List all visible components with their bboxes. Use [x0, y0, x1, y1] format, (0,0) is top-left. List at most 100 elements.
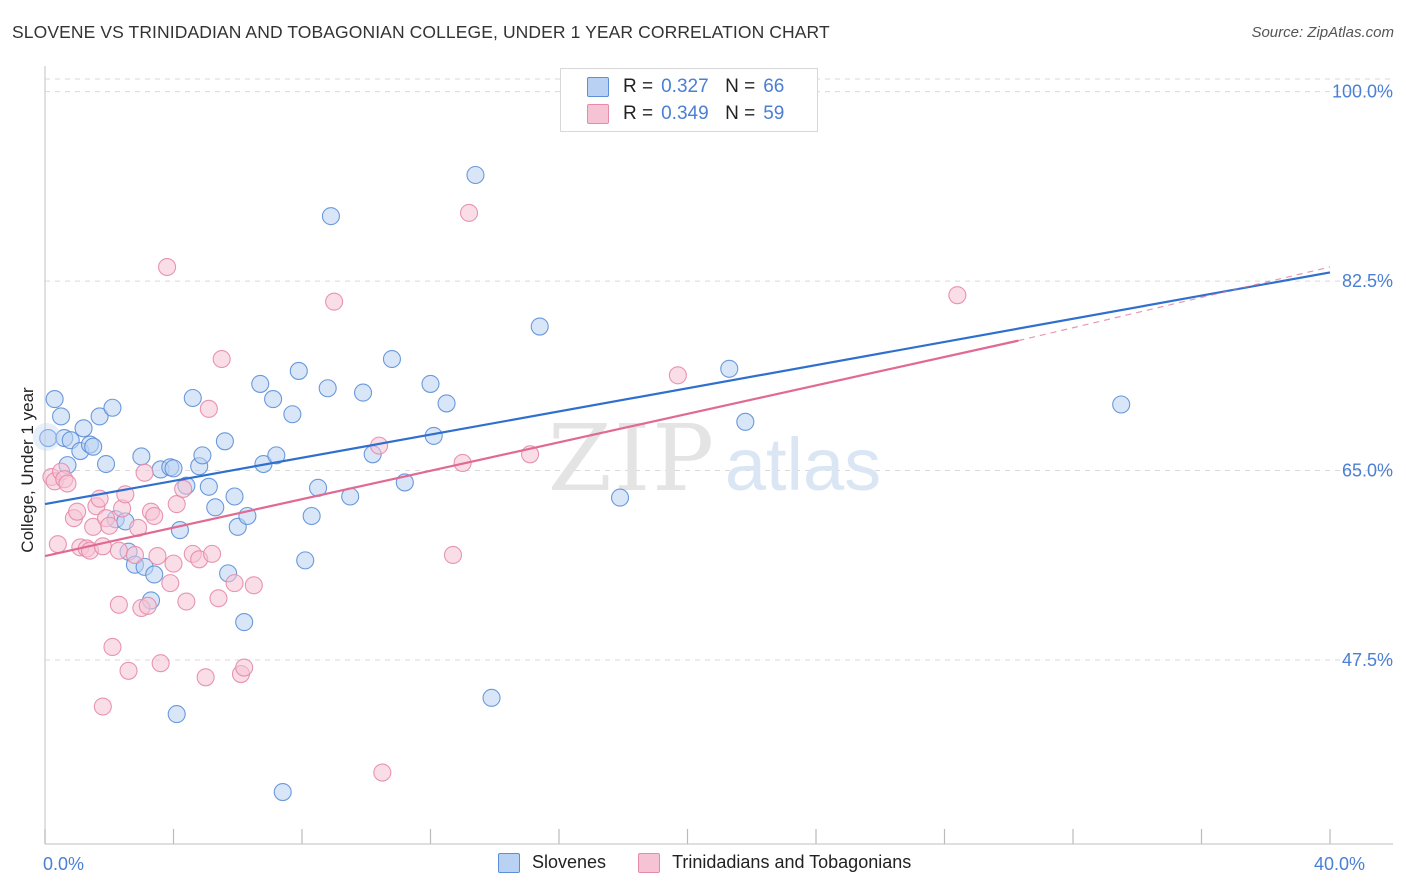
chart-title: SLOVENE VS TRINIDADIAN AND TOBAGONIAN CO…: [12, 22, 830, 42]
slovenes-point: [183, 388, 202, 408]
trinidadian-point: [209, 589, 228, 608]
slovenes-point: [103, 398, 122, 417]
slovenes-point: [225, 487, 244, 506]
trinidadian-point: [199, 399, 218, 418]
trinidadian-trend-extension: [1018, 266, 1331, 342]
trinidadian-point: [244, 576, 263, 595]
trinidadian-point: [151, 654, 170, 673]
trinidadian-point: [235, 658, 254, 677]
trinidadian-point: [138, 596, 157, 615]
trinidadian-point: [161, 574, 180, 593]
bottom-legend-label-slovenes: Slovenes: [532, 852, 607, 872]
trinidadian-point: [174, 479, 193, 498]
legend-swatch-blue: [587, 77, 609, 97]
slovenes-point: [45, 390, 64, 409]
legend-n-value: 66: [763, 76, 785, 97]
slovenes-point: [264, 390, 283, 409]
legend-row-trinidadians: R = 0.349 N = 59: [587, 102, 784, 126]
slovenes-point: [84, 437, 103, 456]
trinidadian-point: [948, 286, 967, 305]
trinidadian-point: [148, 547, 167, 566]
trinidadian-point: [196, 668, 215, 687]
slovenes-point: [74, 419, 93, 438]
legend-r-value: 0.349: [661, 103, 709, 124]
trinidadian-point: [68, 502, 87, 521]
y-axis-label: College, Under 1 year: [18, 387, 37, 553]
trinidadian-point: [203, 544, 222, 563]
slovenes-point: [251, 374, 270, 393]
trinidadian-point: [325, 292, 344, 311]
trend-layer: [44, 266, 1331, 558]
slovenes-cluster: [32, 422, 61, 451]
watermark-atlas: atlas: [725, 423, 881, 506]
trinidadian-point: [119, 661, 138, 680]
slovenes-point: [215, 432, 234, 451]
legend-n-value: 59: [763, 103, 785, 124]
slovenes-point: [164, 459, 183, 478]
trinidadian-point: [145, 506, 164, 526]
y-tick-label: 82.5%: [1342, 271, 1393, 291]
slovenes-point: [206, 498, 225, 517]
legend-n-label: N =: [725, 103, 756, 124]
trinidadian-point: [125, 545, 144, 565]
slovenes-point: [482, 688, 501, 707]
slovenes-point: [132, 447, 151, 466]
trinidadian-trend-line: [44, 339, 1019, 558]
slovenes-point: [145, 565, 164, 584]
slovenes-point: [466, 165, 485, 185]
legend-r-value: 0.327: [661, 76, 709, 97]
trinidadian-point: [443, 545, 463, 565]
trinidadian-point: [100, 516, 119, 535]
slovenes-point: [530, 317, 549, 336]
slovenes-point: [437, 394, 456, 413]
trinidadian-point: [225, 574, 244, 593]
y-tick-label: 47.5%: [1342, 650, 1393, 670]
tick-label-layer: 47.5% 65.0% 82.5% 100.0% 0.0% 40.0%: [43, 82, 1393, 874]
legend-n-label: N =: [725, 76, 756, 97]
trinidadian-point: [212, 349, 231, 369]
trinidadian-point: [93, 697, 112, 716]
legend-row-slovenes: R = 0.327 N = 66: [587, 75, 784, 99]
slovenes-point: [235, 613, 254, 632]
trinidadian-point: [373, 763, 392, 782]
slovenes-point: [302, 506, 321, 526]
slovenes-trend-line: [44, 271, 1331, 506]
bottom-legend-trinidadians: Trinidadians and Tobagonians: [638, 852, 911, 873]
axes-layer: [44, 66, 1393, 845]
slovenes-point: [421, 374, 440, 393]
grid-layer: [45, 78, 1392, 661]
trinidadian-point: [58, 474, 77, 493]
slovenes-point: [273, 782, 292, 802]
y-tick-label: 100.0%: [1332, 82, 1393, 102]
slovenes-point: [382, 349, 402, 369]
slovenes-point: [167, 705, 186, 724]
source-label: Source: ZipAtlas.com: [1251, 24, 1394, 41]
trinidadian-point: [177, 592, 196, 611]
slovenes-point: [736, 412, 755, 431]
trinidadian-point: [668, 366, 687, 385]
slovenes-point: [90, 407, 109, 426]
slovenes-point: [296, 551, 315, 570]
slovenes-point: [610, 488, 630, 507]
trinidadian-point: [158, 257, 177, 277]
slovenes-point: [283, 405, 302, 424]
slovenes-point: [289, 361, 308, 380]
bottom-legend-swatch-pink: [638, 852, 661, 873]
slovenes-point: [267, 446, 286, 465]
slovenes-point: [321, 207, 340, 226]
legend-r-label: R =: [623, 103, 654, 124]
legend-swatch-pink: [587, 104, 609, 124]
x-tick-label: 0.0%: [43, 854, 84, 874]
trinidadian-point: [109, 541, 128, 560]
legend-box: R = 0.327 N = 66 R = 0.349 N = 59: [560, 68, 818, 132]
bottom-legend-label-trinidadians: Trinidadians and Tobagonians: [672, 852, 912, 872]
trinidadian-point: [93, 537, 112, 556]
x-tick-label: 40.0%: [1314, 854, 1365, 874]
bottom-legend-swatch-blue: [498, 852, 520, 873]
legend-r-label: R =: [623, 76, 654, 97]
slovenes-point: [52, 407, 71, 426]
slovenes-point: [199, 477, 218, 496]
trinidadian-point: [135, 463, 154, 482]
slovenes-point: [1112, 395, 1131, 414]
